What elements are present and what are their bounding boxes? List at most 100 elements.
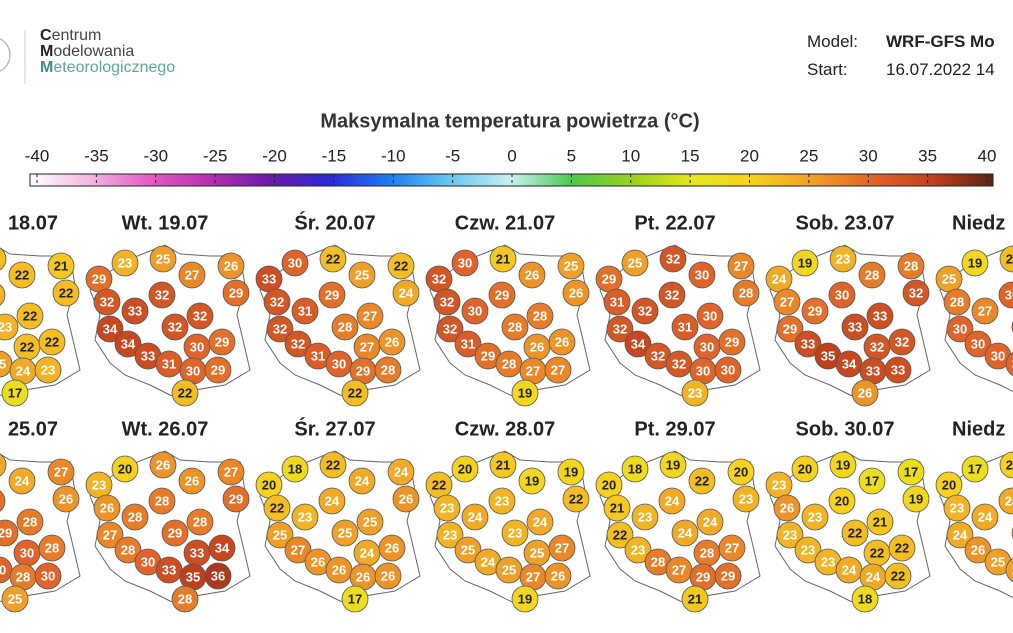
temp-circle <box>489 245 517 273</box>
temp-circle <box>114 536 142 564</box>
temp-circle <box>433 288 461 316</box>
temp-value: 19 <box>798 255 812 270</box>
temp-circle <box>284 536 312 564</box>
temp-circle <box>266 315 294 343</box>
temp-value: 23 <box>801 542 815 557</box>
panel-label: Sob. 30.07 <box>796 418 895 440</box>
temp-circle <box>624 330 652 358</box>
model-label: Model: <box>807 32 859 51</box>
temp-value: 32 <box>100 294 114 309</box>
temp-circle <box>0 453 7 477</box>
temp-value: 20 <box>835 493 849 508</box>
temp-circle <box>47 252 75 280</box>
temp-value: 22 <box>59 285 73 300</box>
temp-circle <box>794 330 822 358</box>
temp-circle <box>171 585 199 613</box>
temp-value: 31 <box>298 303 312 318</box>
temp-value: 33 <box>128 303 142 318</box>
panel-label: Śr. 20.07 <box>294 210 375 234</box>
temp-circle <box>518 261 546 289</box>
temp-circle <box>387 252 415 280</box>
temp-value: 25 <box>991 554 1005 569</box>
temp-circle <box>374 356 402 384</box>
temp-value: 29 <box>808 303 822 318</box>
temp-value: 34 <box>103 321 118 336</box>
temp-circle <box>114 330 142 358</box>
temp-value: 21 <box>688 591 702 606</box>
panel-label: Niedz <box>952 212 1005 234</box>
colorbar-tick-label: -40 <box>25 146 50 165</box>
temp-circle <box>946 521 974 549</box>
logo-mark <box>0 38 11 72</box>
temp-value: 29 <box>211 362 225 377</box>
temp-circle <box>38 328 66 356</box>
temp-value: 21 <box>496 251 510 266</box>
temp-value: 26 <box>59 491 73 506</box>
temp-circle <box>511 585 539 613</box>
temp-value: 23 <box>443 527 457 542</box>
temp-circle <box>964 536 992 564</box>
temp-value: 31 <box>610 294 624 309</box>
temp-value: 24 <box>15 473 30 488</box>
temp-circle <box>727 252 755 280</box>
temp-value: 24 <box>399 285 414 300</box>
temp-value: 26 <box>780 500 794 515</box>
temp-value: 23 <box>92 477 106 492</box>
temp-value: 19 <box>836 457 850 472</box>
temp-circle <box>454 536 482 564</box>
temp-value: 30 <box>1012 356 1013 371</box>
temp-circle <box>8 467 36 495</box>
temp-value: 27 <box>224 464 238 479</box>
temp-value: 34 <box>842 356 857 371</box>
temp-value: 17 <box>8 385 22 400</box>
temp-value: 23 <box>638 509 652 524</box>
temp-value: 27 <box>291 542 305 557</box>
temp-circle <box>451 455 479 483</box>
temp-value: 33 <box>262 271 276 286</box>
temp-circle <box>436 315 464 343</box>
temp-value: 21 <box>54 258 68 273</box>
temp-circle <box>52 485 80 513</box>
temp-value: 25 <box>628 255 642 270</box>
temp-value: 28 <box>45 540 59 555</box>
temp-value: 22 <box>695 473 709 488</box>
temp-circle <box>866 302 894 330</box>
temp-circle <box>217 252 245 280</box>
temp-value: 22 <box>569 491 583 506</box>
logo-line: Meteorologicznego <box>40 59 176 76</box>
temp-value: 32 <box>440 294 454 309</box>
temp-value: 29 <box>602 271 616 286</box>
temp-value: 28 <box>178 591 192 606</box>
temp-circle <box>186 508 214 536</box>
temp-circle <box>348 467 376 495</box>
temp-value: 27 <box>551 362 565 377</box>
temp-value: 32 <box>291 336 305 351</box>
temp-value: 32 <box>432 271 446 286</box>
temp-value: 22 <box>870 545 884 560</box>
temp-value: 22 <box>15 267 29 282</box>
panel-label: Śr. 27.07 <box>294 416 375 440</box>
temp-circle <box>858 261 886 289</box>
temp-value: 30 <box>1005 287 1013 302</box>
temp-circle <box>284 330 312 358</box>
colorbar-tick-label: -30 <box>143 146 168 165</box>
temp-circle <box>828 487 856 515</box>
temp-circle <box>511 379 539 407</box>
temp-value: 29 <box>229 285 243 300</box>
temp-value: 23 <box>118 255 132 270</box>
temp-circle <box>943 494 971 522</box>
temp-circle <box>148 487 176 515</box>
temp-circle <box>544 356 572 384</box>
temp-circle <box>47 458 75 486</box>
temp-circle <box>888 534 916 562</box>
temp-circle <box>121 297 149 325</box>
temp-value: 26 <box>381 568 395 583</box>
temp-value: 27 <box>978 303 992 318</box>
temp-value: 20 <box>734 464 748 479</box>
temp-value: 29 <box>783 321 797 336</box>
temp-circle <box>387 458 415 486</box>
temp-value: 33 <box>801 336 815 351</box>
temp-value: 30 <box>695 267 709 282</box>
panel-label: 25.07 <box>8 418 58 440</box>
